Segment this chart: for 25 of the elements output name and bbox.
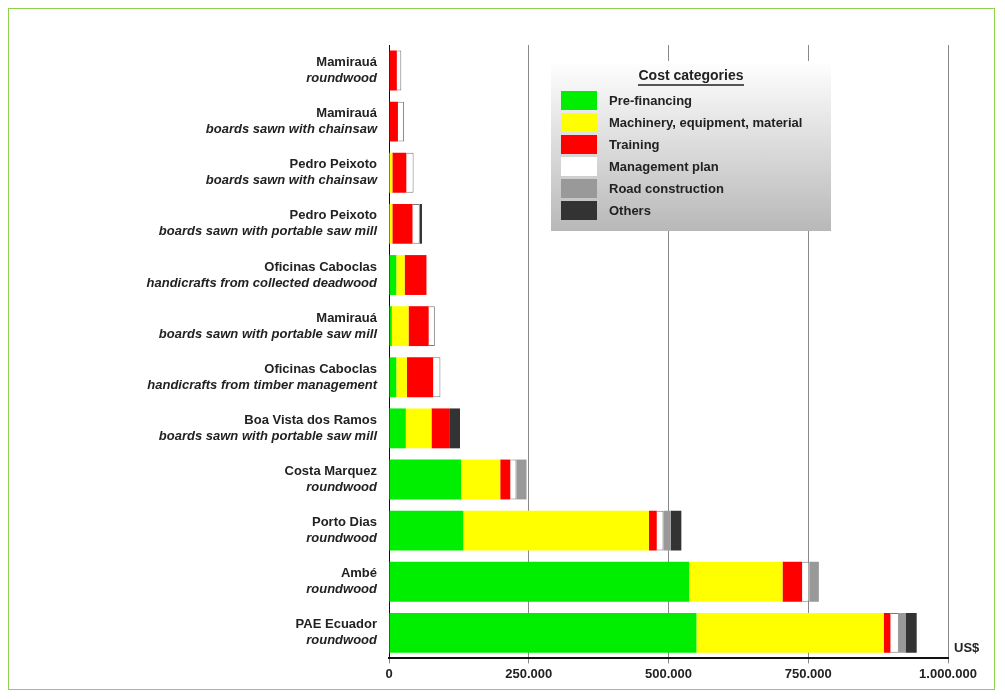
y-tick-label: Ambé roundwood [306,565,379,597]
y-tick-label: Oficinas Caboclas handicrafts from timber management [147,360,378,392]
x-tick-label: 1.000.000 [919,665,977,681]
y-tick-label: Boa Vista dos Ramos boards sawn with portable saw mill [158,411,378,443]
y-tick-label: Mamirauá boards sawn with portable saw mill [158,309,378,341]
legend-label: Pre-financing [609,92,693,108]
x-axis-title: US$ [954,639,981,655]
legend-title: Cost categories [638,67,744,86]
y-tick-label: Mamirauá roundwood [306,54,379,86]
y-tick-label: Pedro Peixoto boards sawn with chainsaw [205,156,378,188]
y-tick-label: Porto Dias roundwood [306,514,379,546]
x-tick-label: 750.000 [784,665,832,681]
x-tick-label: 0 [385,665,393,681]
x-tick-label: 500.000 [645,665,692,681]
y-tick-label: Pedro Peixoto boards sawn with portable saw mill [158,207,378,239]
y-tick-label: Costa Marquez roundwood [284,463,379,495]
legend-label: Road construction [609,180,724,196]
y-tick-label: Oficinas Caboclas handicrafts from collected deadwood [146,258,379,290]
legend-label: Management plan [609,158,719,174]
y-tick-label: PAE Ecuador roundwood [295,616,379,648]
legend-label: Machinery, equipment, material [609,114,803,130]
legend-label: Training [609,136,660,152]
legend-label: Others [609,202,651,218]
y-tick-label: Mamirauá boards sawn with chainsaw [205,105,378,137]
x-tick-label: 250.000 [505,665,553,681]
